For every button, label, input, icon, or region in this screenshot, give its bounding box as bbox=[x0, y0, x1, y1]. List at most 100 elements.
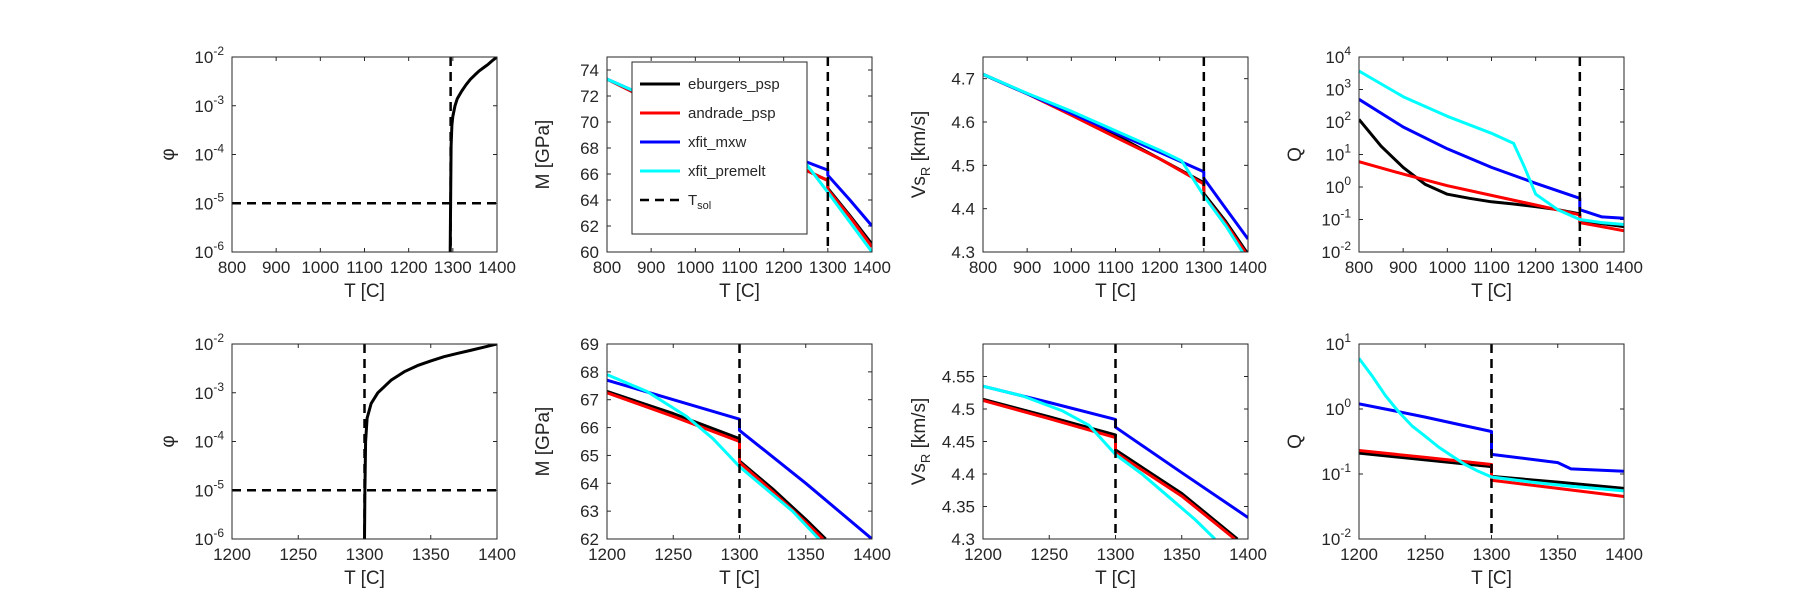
x-tick-label: 1300 bbox=[346, 545, 384, 564]
y-tick-label: 4.55 bbox=[942, 368, 975, 387]
y-tick-label: 67 bbox=[580, 391, 599, 410]
y-tick-base: 10 bbox=[194, 146, 213, 165]
axes-phi-zoom: 1200 1250 1300 1350 140010-610-510-410-310-2… bbox=[158, 331, 516, 589]
x-axis-label: T [C] bbox=[344, 568, 385, 589]
y-axis-label-unit: [km/s] bbox=[909, 111, 930, 167]
x-tick-label: 1400 bbox=[1229, 258, 1267, 277]
x-tick-label: 1000 bbox=[1428, 258, 1466, 277]
y-tick-label: 10-1 bbox=[1321, 461, 1351, 484]
legend-tsol-sub: sol bbox=[697, 200, 711, 212]
y-tick-exponent: -2 bbox=[213, 44, 224, 58]
y-tick-label: 10-5 bbox=[194, 190, 224, 213]
x-tick-label: 1300 bbox=[721, 545, 759, 564]
y-tick-label: 60 bbox=[580, 243, 599, 262]
x-tick-label: 1000 bbox=[676, 258, 714, 277]
y-tick-base: 10 bbox=[194, 433, 213, 452]
y-tick-label: 10-3 bbox=[194, 93, 224, 116]
series-xfit_mxw bbox=[1359, 402, 1624, 473]
legend-label-eburgers_psp: eburgers_psp bbox=[688, 76, 780, 93]
y-tick-exponent: -6 bbox=[213, 239, 224, 253]
y-axis-label-main: Q bbox=[1285, 434, 1306, 449]
x-tick-label: 1350 bbox=[787, 545, 825, 564]
x-tick-label: 1250 bbox=[279, 545, 317, 564]
x-axis-label: T [C] bbox=[1471, 568, 1512, 589]
series-xfit_premelt bbox=[607, 373, 821, 539]
x-tick-label: 1300 bbox=[1097, 545, 1135, 564]
y-tick-label: 72 bbox=[580, 87, 599, 106]
y-tick-base: 10 bbox=[194, 194, 213, 213]
y-tick-label: 4.35 bbox=[942, 498, 975, 517]
x-axis-label: T [C] bbox=[1095, 568, 1136, 589]
y-tick-exponent: -1 bbox=[1340, 207, 1351, 221]
x-tick-label: 1200 bbox=[1340, 545, 1378, 564]
y-axis-label-unit: [km/s] bbox=[909, 398, 930, 454]
x-tick-label: 800 bbox=[593, 258, 621, 277]
y-tick-base: 10 bbox=[194, 97, 213, 116]
y-tick-label: 65 bbox=[580, 446, 599, 465]
y-tick-base: 10 bbox=[194, 48, 213, 67]
y-tick-exponent: -2 bbox=[1340, 239, 1351, 253]
y-axis-label: VsR [km/s] bbox=[909, 111, 933, 199]
axes-background bbox=[232, 57, 497, 252]
x-tick-label: 800 bbox=[969, 258, 997, 277]
x-tick-label: 1400 bbox=[1605, 258, 1643, 277]
x-tick-label: 1400 bbox=[853, 545, 891, 564]
x-tick-label: 1250 bbox=[1406, 545, 1444, 564]
y-tick-exponent: 2 bbox=[1344, 109, 1351, 123]
x-tick-label: 800 bbox=[218, 258, 246, 277]
x-tick-label: 1400 bbox=[1229, 545, 1267, 564]
x-tick-label: 1200 bbox=[765, 258, 803, 277]
y-tick-base: 10 bbox=[194, 243, 213, 262]
y-tick-label: 10-4 bbox=[194, 429, 224, 452]
y-tick-label: 66 bbox=[580, 165, 599, 184]
axes-Vs-full: 800 900 1000 1100 1200 1300 1400 4.3 4.4 4.5 4.6 4.… bbox=[909, 56, 1267, 302]
axes-frame bbox=[606, 56, 873, 253]
y-tick-label: 69 bbox=[580, 335, 599, 354]
x-tick-label: 1300 bbox=[809, 258, 847, 277]
y-tick-base: 10 bbox=[194, 384, 213, 403]
y-axis-label: VsR [km/s] bbox=[909, 398, 933, 486]
x-tick-label: 1300 bbox=[1473, 545, 1511, 564]
y-tick-exponent: 4 bbox=[1344, 44, 1351, 58]
x-tick-label: 1300 bbox=[1185, 258, 1223, 277]
x-tick-label: 1100 bbox=[346, 258, 383, 277]
y-tick-label: 70 bbox=[580, 113, 599, 132]
x-tick-label: 900 bbox=[262, 258, 290, 277]
y-tick-label: 101 bbox=[1325, 331, 1351, 354]
x-tick-label: 1300 bbox=[434, 258, 472, 277]
y-tick-base: 10 bbox=[1325, 146, 1344, 165]
y-tick-label: 10-2 bbox=[194, 44, 224, 67]
axes-frame bbox=[231, 56, 498, 253]
y-tick-label: 10-2 bbox=[1321, 239, 1351, 262]
y-tick-label: 103 bbox=[1325, 77, 1351, 100]
y-tick-label: 4.4 bbox=[951, 200, 975, 219]
legend: eburgers_psp andrade_psp xfit_mxw xfit_prem… bbox=[631, 61, 808, 235]
axes-frame bbox=[1358, 56, 1625, 253]
y-axis-label: Q bbox=[1285, 147, 1306, 162]
y-tick-label: 74 bbox=[580, 61, 599, 80]
x-tick-label: 1400 bbox=[478, 545, 516, 564]
series-xfit_premelt bbox=[983, 72, 1245, 252]
x-tick-label: 1000 bbox=[1052, 258, 1090, 277]
series-xfit_mxw bbox=[1359, 98, 1624, 220]
axes-frame bbox=[606, 343, 873, 540]
y-tick-label: 4.6 bbox=[951, 113, 975, 132]
x-tick-label: 1100 bbox=[1097, 258, 1134, 277]
x-axis-label: T [C] bbox=[1095, 281, 1136, 302]
legend-box bbox=[631, 61, 808, 235]
y-tick-exponent: 3 bbox=[1344, 77, 1351, 91]
x-tick-label: 1300 bbox=[1561, 258, 1599, 277]
x-tick-label: 900 bbox=[1389, 258, 1417, 277]
y-tick-label: 10-2 bbox=[194, 331, 224, 354]
y-tick-base: 10 bbox=[1325, 400, 1344, 419]
y-tick-label: 4.3 bbox=[951, 530, 975, 549]
y-tick-base: 10 bbox=[1321, 465, 1340, 484]
y-tick-label: 4.5 bbox=[951, 156, 975, 175]
y-axis-label: φ bbox=[158, 435, 179, 447]
y-tick-base: 10 bbox=[1325, 81, 1344, 100]
y-tick-label: 62 bbox=[580, 217, 599, 236]
y-tick-label: 4.7 bbox=[951, 70, 975, 89]
series-phi bbox=[363, 344, 497, 539]
x-tick-label: 1100 bbox=[1473, 258, 1510, 277]
y-tick-exponent: 1 bbox=[1344, 142, 1351, 156]
